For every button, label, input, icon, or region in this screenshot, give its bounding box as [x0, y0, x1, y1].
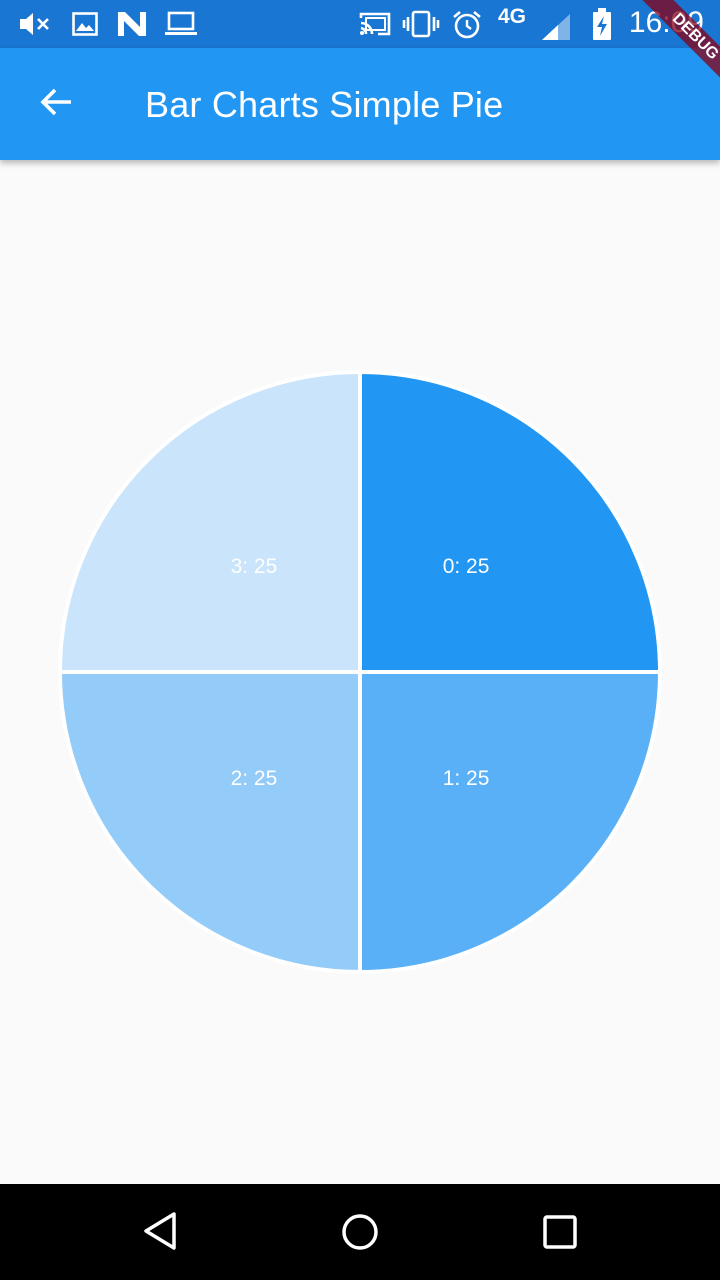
nav-recents-button[interactable] [532, 1204, 588, 1260]
status-bar: 4G 16:09 [0, 0, 720, 48]
cast-icon [358, 10, 392, 43]
image-icon [72, 10, 98, 43]
muted-volume-icon [18, 10, 52, 43]
navigation-bar [0, 1184, 720, 1280]
signal-icon [540, 12, 572, 47]
pie-slice-label-3: 3: 25 [231, 555, 278, 578]
vibrate-icon [402, 10, 440, 43]
alarm-icon [452, 10, 482, 45]
pie-slice-label-0: 0: 25 [443, 555, 490, 578]
app-bar: Bar Charts Simple Pie [0, 48, 720, 160]
pie-slice-0[interactable] [358, 369, 663, 674]
n-logo-icon [116, 10, 148, 43]
pie-chart-area: 0: 25 1: 25 2: 25 3: 25 [0, 160, 720, 1184]
nav-back-button[interactable] [132, 1204, 188, 1260]
pie-chart: 0: 25 1: 25 2: 25 3: 25 [57, 369, 663, 975]
back-triangle-icon [132, 1212, 188, 1264]
network-type-label: 4G [498, 5, 527, 28]
pie-slice-2[interactable] [57, 670, 362, 975]
pie-slice-1[interactable] [358, 670, 663, 975]
status-time: 16:09 [628, 6, 704, 39]
pie-slice-3[interactable] [57, 369, 362, 674]
back-button[interactable] [20, 72, 92, 136]
battery-charging-icon [592, 8, 612, 45]
laptop-icon [164, 10, 198, 43]
nav-home-button[interactable] [332, 1204, 388, 1260]
recents-square-icon [532, 1215, 588, 1264]
pie-slice-label-1: 1: 25 [443, 767, 490, 790]
arrow-back-icon [38, 84, 74, 125]
page-title: Bar Charts Simple Pie [145, 84, 504, 125]
home-circle-icon [332, 1214, 388, 1264]
pie-slice-label-2: 2: 25 [231, 767, 278, 790]
